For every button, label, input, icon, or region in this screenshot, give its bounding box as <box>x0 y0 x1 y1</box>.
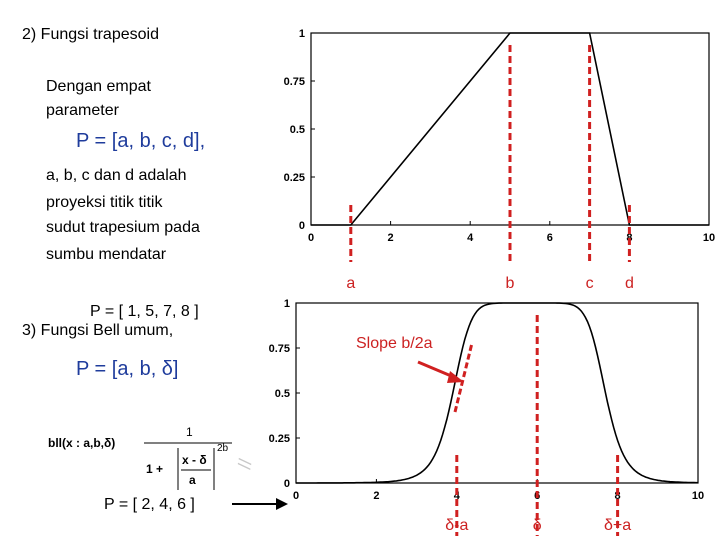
slope-arrow-head <box>447 371 464 383</box>
chart2-ytick-label: 0.25 <box>269 433 290 445</box>
explanation-line-4: sumbu mendatar <box>46 246 167 263</box>
watermark-mark: // <box>234 457 255 470</box>
desc-line-1: Dengan empat <box>46 78 151 95</box>
slope-tangent <box>453 342 474 413</box>
chart1-xtick-label: 4 <box>467 232 474 244</box>
formula-lhs: bll(x : a,b,δ) <box>48 436 116 450</box>
trapezoid-example: P = [ 1, 5, 7, 8 ] <box>90 303 199 320</box>
chart1-xtick-label: 0 <box>308 232 314 244</box>
chart1-ytick-label: 0.25 <box>284 172 305 184</box>
chart2-ytick-label: 0.5 <box>275 388 290 400</box>
chart2-marker-label: δ-a <box>445 517 468 534</box>
formula-one-plus: 1 + <box>146 462 164 476</box>
chart1-marker-label: c <box>586 275 594 292</box>
example-arrow-head <box>276 498 288 510</box>
chart2-ytick-label: 0 <box>284 478 290 490</box>
chart2-marker-label: δ+a <box>604 517 631 534</box>
chart2-frame <box>295 302 699 484</box>
chart1-xtick-label: 2 <box>388 232 394 244</box>
chart1-xtick-label: 10 <box>703 232 715 244</box>
chart1-marker-label: d <box>625 275 634 292</box>
chart1-ytick-label: 0.75 <box>284 76 305 88</box>
chart1-marker-label: b <box>506 275 515 292</box>
chart2-xtick-label: 10 <box>692 490 704 502</box>
explanation-line-1: a, b, c dan d adalah <box>46 167 187 184</box>
slope-annotation: Slope b/2a <box>356 335 433 352</box>
chart1-ytick-label: 0 <box>299 220 305 232</box>
chart1-series-line <box>311 32 709 226</box>
formula-numerator: 1 <box>186 425 193 439</box>
trapezoid-parameter: P = [a, b, c, d], <box>76 130 206 152</box>
chart2-marker-label: δ <box>533 517 542 534</box>
bell-parameter: P = [a, b, δ] <box>76 358 179 380</box>
chart2-xtick-label: 4 <box>454 490 461 502</box>
formula-exponent: 2b <box>217 443 229 454</box>
explanation-line-3: sudut trapesium pada <box>46 219 200 236</box>
chart1-xtick-label: 6 <box>547 232 553 244</box>
explanation-line-2: proyeksi titik titik <box>46 194 163 211</box>
chart1-ytick-label: 1 <box>299 28 305 40</box>
chart2-series-line <box>296 302 698 484</box>
chart1-ytick-label: 0.5 <box>290 124 305 136</box>
section-2-title: 2) Fungsi trapesoid <box>22 26 159 43</box>
chart2-xtick-label: 8 <box>615 490 621 502</box>
formula-inner-numerator: x - δ <box>182 453 207 467</box>
chart2-xtick-label: 2 <box>373 490 379 502</box>
formula-inner-denominator: a <box>189 473 196 487</box>
section-3-title: 3) Fungsi Bell umum, <box>22 322 174 339</box>
desc-line-2: parameter <box>46 102 119 119</box>
bell-example: P = [ 2, 4, 6 ] <box>104 496 195 513</box>
chart2-xtick-label: 0 <box>293 490 299 502</box>
chart2-ytick-label: 0.75 <box>269 343 290 355</box>
chart1-marker-label: a <box>346 275 355 292</box>
chart2-ytick-label: 1 <box>284 298 290 310</box>
